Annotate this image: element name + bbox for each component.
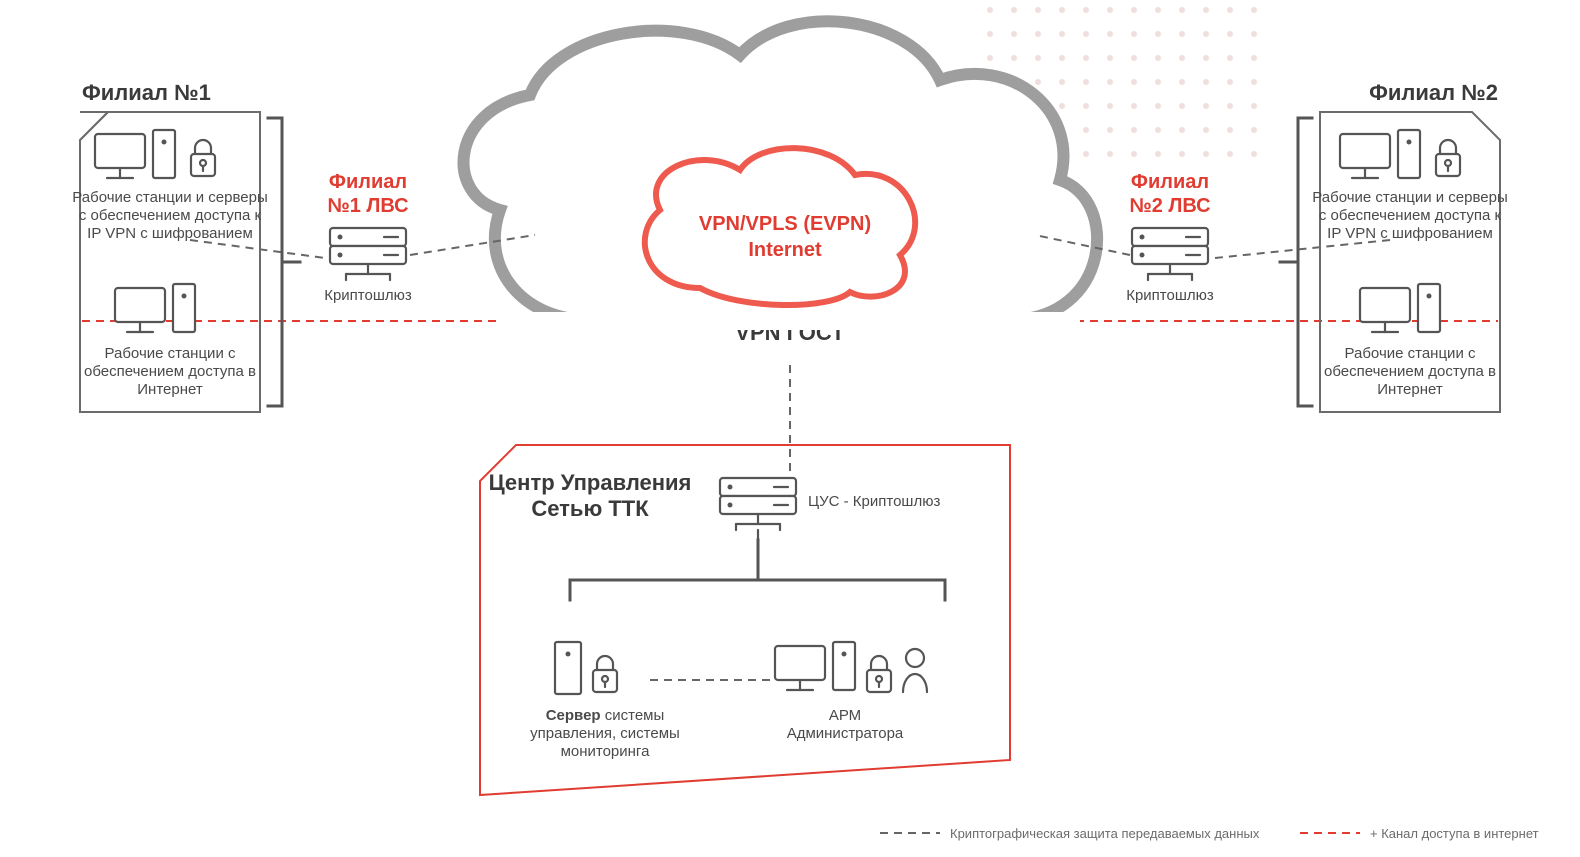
- b2-enc-l1: Рабочие станции и серверы: [1312, 189, 1508, 206]
- arm-admin-icon: [775, 642, 927, 692]
- control-server-icon: [555, 642, 617, 694]
- branch1-cryptogateway-icon: [330, 228, 406, 280]
- b2-enc-l2: с обеспечением доступа к: [1319, 207, 1502, 224]
- legend: Криптографическая защита передаваемых да…: [880, 826, 1539, 841]
- inner-cloud-l2: Internet: [748, 239, 822, 261]
- branch1-bracket: [268, 118, 300, 406]
- cloud-inner-vpn: VPN/VPLS (EVPN) Internet: [645, 148, 915, 305]
- branch1-ws-internet: [115, 284, 195, 332]
- b2-gateway-label: Криптошлюз: [1126, 287, 1214, 304]
- b1-enc-l2: с обеспечением доступа к: [79, 207, 262, 224]
- branch2-bracket: [1280, 118, 1312, 406]
- b2-int-l2: обеспечением доступа в: [1324, 363, 1496, 380]
- branch2-title: Филиал №2: [1369, 80, 1498, 105]
- b1-gateway-label: Криптошлюз: [324, 287, 412, 304]
- b2-int-l3: Интернет: [1377, 381, 1443, 398]
- cc-title-l2: Сетью ТТК: [531, 496, 649, 521]
- branch2-ws-encrypted: [1340, 130, 1460, 178]
- branch2-ws-internet: [1360, 284, 1440, 332]
- branch2-cryptogateway-icon: [1132, 228, 1208, 280]
- srv-l2: управления, системы: [530, 725, 680, 742]
- arm-l1: АРМ: [829, 707, 861, 724]
- cus-bracket: [570, 540, 945, 600]
- b2-lan-l1: Филиал: [1131, 171, 1209, 193]
- cc-title-l1: Центр Управления: [489, 470, 692, 495]
- b1-enc-l1: Рабочие станции и серверы: [72, 189, 268, 206]
- b2-lan-l2: №2 ЛВС: [1129, 195, 1210, 217]
- srv-l3: мониторинга: [561, 743, 651, 760]
- line-mask: [500, 312, 1080, 330]
- srv-l1: Сервер системы: [546, 707, 665, 724]
- cus-label: ЦУС - Криптошлюз: [808, 493, 940, 510]
- legend-red-text: + Канал доступа в интернет: [1370, 826, 1539, 841]
- b2-int-l1: Рабочие станции с: [1344, 345, 1476, 362]
- cus-gateway-icon: [720, 478, 796, 530]
- b1-int-l2: обеспечением доступа в: [84, 363, 256, 380]
- b1-lan-l1: Филиал: [329, 171, 407, 193]
- legend-gray-text: Криптографическая защита передаваемых да…: [950, 826, 1260, 841]
- arm-l2: Администратора: [787, 725, 904, 742]
- b1-int-l1: Рабочие станции с: [104, 345, 236, 362]
- b1-lan-l2: №1 ЛВС: [327, 195, 408, 217]
- b1-int-l3: Интернет: [137, 381, 203, 398]
- branch1-title: Филиал №1: [82, 80, 211, 105]
- b2-enc-l3: IP VPN с шифрованием: [1327, 225, 1493, 242]
- inner-cloud-l1: VPN/VPLS (EVPN): [699, 213, 871, 235]
- branch1-ws-encrypted: [95, 130, 215, 178]
- b1-enc-l3: IP VPN с шифрованием: [87, 225, 253, 242]
